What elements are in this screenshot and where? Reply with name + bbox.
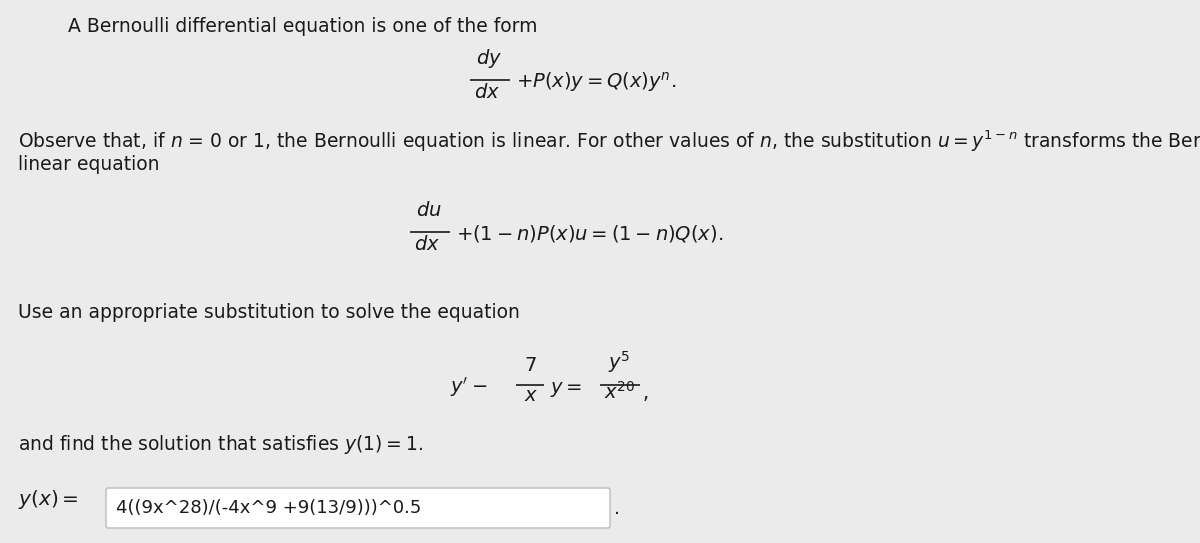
Text: $y(x) =$: $y(x) =$	[18, 488, 79, 511]
Text: $x$: $x$	[524, 386, 539, 405]
Text: 4((9x^28)/(-4x^9 +9(13/9)))^0.5: 4((9x^28)/(-4x^9 +9(13/9)))^0.5	[116, 499, 421, 517]
Text: $y' -$: $y' -$	[450, 375, 487, 399]
Text: linear equation: linear equation	[18, 155, 160, 174]
Text: .: .	[614, 498, 620, 517]
Text: $y^5$: $y^5$	[608, 349, 630, 375]
Text: and find the solution that satisfies $y(1) = 1.$: and find the solution that satisfies $y(…	[18, 433, 422, 456]
Text: ,: ,	[643, 384, 649, 403]
Text: Use an appropriate substitution to solve the equation: Use an appropriate substitution to solve…	[18, 303, 520, 322]
Text: $x^{20}$: $x^{20}$	[604, 381, 635, 403]
Text: $y =$: $y =$	[550, 380, 582, 399]
FancyBboxPatch shape	[106, 488, 610, 528]
Text: $+ P(x)y = Q(x)y^n.$: $+ P(x)y = Q(x)y^n.$	[516, 70, 676, 94]
Text: $dy$: $dy$	[476, 47, 502, 70]
Text: $7$: $7$	[524, 356, 536, 375]
Text: A Bernoulli differential equation is one of the form: A Bernoulli differential equation is one…	[68, 17, 538, 36]
Text: $du$: $du$	[416, 201, 442, 220]
Text: $dx$: $dx$	[474, 83, 500, 102]
Text: $dx$: $dx$	[414, 235, 440, 254]
Text: Observe that, if $n$ = 0 or 1, the Bernoulli equation is linear. For other value: Observe that, if $n$ = 0 or 1, the Berno…	[18, 129, 1200, 154]
Text: $+ (1 - n)P(x)u = (1 - n)Q(x).$: $+ (1 - n)P(x)u = (1 - n)Q(x).$	[456, 224, 724, 244]
